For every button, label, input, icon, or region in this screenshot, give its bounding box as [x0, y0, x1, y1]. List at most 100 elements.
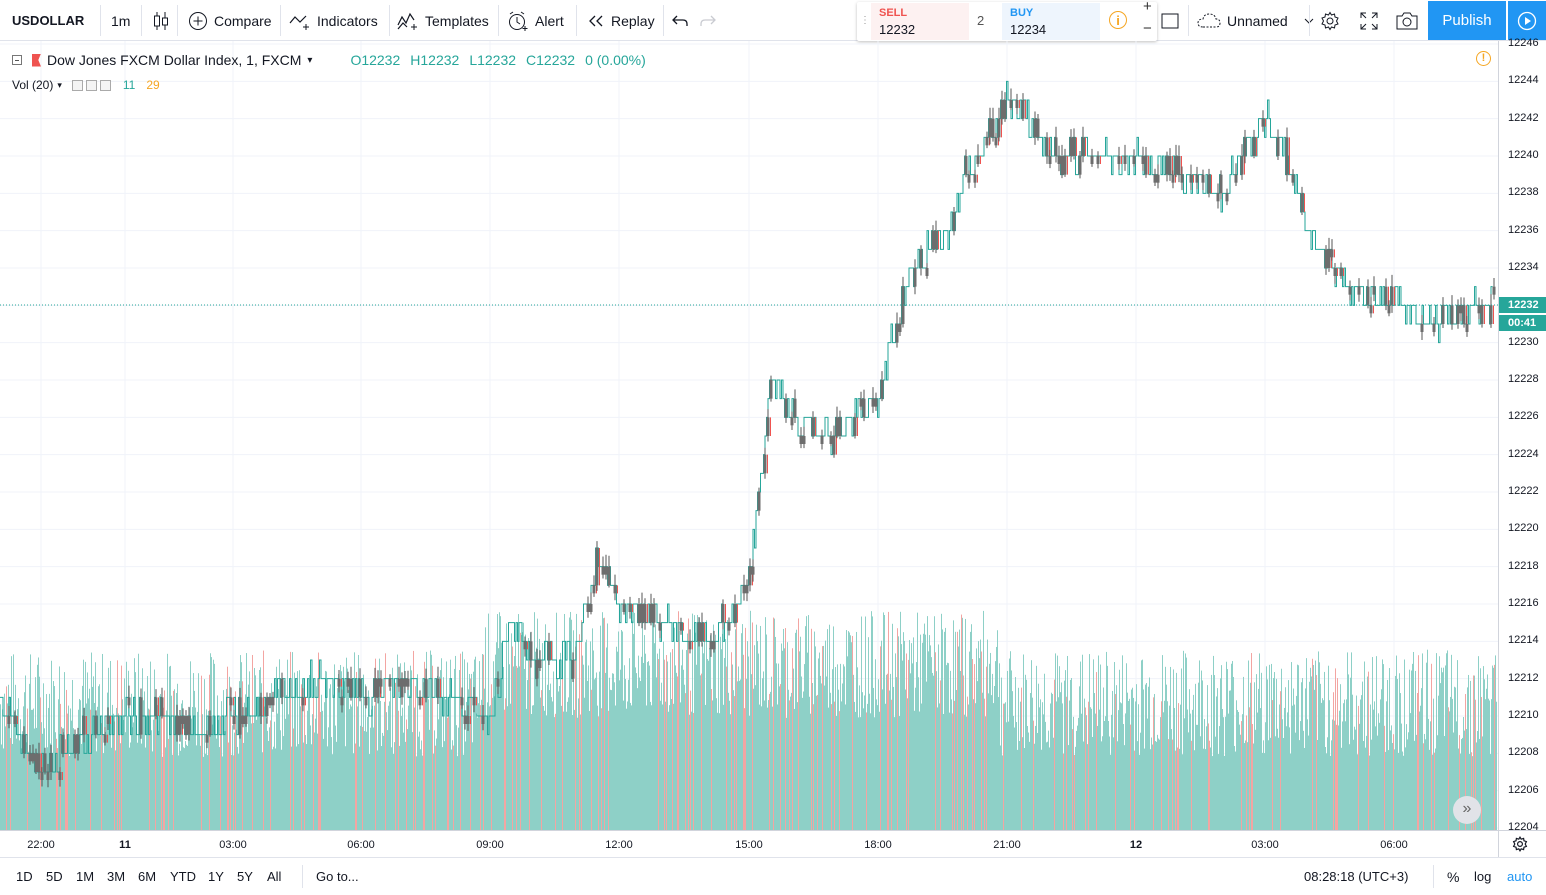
- collapse-legend-icon[interactable]: [12, 55, 22, 65]
- toolbar-divider: [1309, 5, 1310, 36]
- volume-bar: [1458, 748, 1459, 830]
- volume-bar: [316, 686, 317, 830]
- volume-bar: [203, 756, 204, 830]
- candle-body: [997, 118, 1001, 138]
- volume-bar: [994, 686, 995, 830]
- volume-bar: [1138, 704, 1139, 830]
- volume-bar: [92, 686, 93, 830]
- close-icon[interactable]: [99, 79, 111, 91]
- volume-bar: [925, 634, 926, 830]
- range-button-5d[interactable]: 5D: [46, 869, 63, 884]
- scroll-to-realtime-button[interactable]: »: [1453, 796, 1481, 824]
- publish-button[interactable]: Publish: [1428, 1, 1506, 40]
- interval-button[interactable]: 1m: [111, 12, 131, 29]
- info-icon[interactable]: i: [1109, 11, 1127, 29]
- chevron-down-icon[interactable]: ▾: [307, 54, 313, 66]
- volume-bar: [1426, 662, 1427, 830]
- price-scale-label: 12210: [1508, 709, 1539, 721]
- candle-body: [181, 716, 185, 724]
- volume-bar: [422, 755, 423, 830]
- volume-bar: [152, 751, 153, 830]
- volume-bar: [969, 651, 970, 830]
- replay-button[interactable]: Replay: [587, 0, 655, 41]
- volume-bar: [219, 747, 220, 830]
- auto-scale-button[interactable]: auto: [1507, 869, 1533, 884]
- volume-bar: [201, 675, 202, 830]
- volume-bar: [1329, 700, 1330, 830]
- zoom-out-icon[interactable]: −: [1143, 19, 1152, 37]
- gear-icon[interactable]: [85, 79, 97, 91]
- volume-bar: [620, 669, 621, 830]
- play-button[interactable]: [1508, 1, 1546, 40]
- chart-settings-button[interactable]: [1320, 0, 1340, 41]
- drag-handle-icon[interactable]: ⋮⋮: [860, 15, 878, 26]
- indicators-button[interactable]: Indicators: [289, 0, 378, 41]
- candle-body: [1432, 324, 1436, 332]
- volume-bar: [1361, 695, 1362, 830]
- volume-bar: [212, 724, 213, 830]
- range-button-all[interactable]: All: [267, 869, 282, 884]
- chevron-down-icon[interactable]: ▾: [57, 79, 62, 90]
- volume-bar: [28, 751, 29, 830]
- snapshot-button[interactable]: [1396, 0, 1418, 41]
- range-button-5y[interactable]: 5Y: [237, 869, 253, 884]
- volume-bar: [410, 665, 411, 830]
- save-layout-button[interactable]: Unnamed: [1197, 0, 1314, 41]
- percent-scale-button[interactable]: %: [1447, 868, 1460, 885]
- fullscreen-button[interactable]: [1360, 0, 1378, 41]
- volume-bar: [1253, 743, 1254, 830]
- volume-bar: [176, 692, 177, 830]
- range-button-6m[interactable]: 6M: [138, 869, 157, 884]
- symbol-title[interactable]: Dow Jones FXCM Dollar Index, 1, FXCM: [47, 52, 302, 68]
- range-button-3m[interactable]: 3M: [107, 869, 126, 884]
- volume-bar: [719, 713, 720, 830]
- volume-bar: [741, 633, 742, 830]
- sell-button[interactable]: SELL 12232: [871, 3, 969, 40]
- range-button-1y[interactable]: 1Y: [208, 869, 224, 884]
- undo-button[interactable]: [672, 0, 688, 41]
- clock-timezone[interactable]: 08:28:18 (UTC+3): [1304, 869, 1409, 884]
- price-scale-label: 12214: [1508, 634, 1539, 647]
- volume-bar: [320, 711, 321, 830]
- volume-bar: [974, 664, 975, 830]
- range-button-1d[interactable]: 1D: [16, 869, 33, 884]
- replay-label: Replay: [611, 12, 655, 29]
- go-to-date-button[interactable]: Go to...: [316, 869, 359, 884]
- zoom-in-icon[interactable]: +: [1143, 0, 1152, 15]
- symbol-search-button[interactable]: USDOLLAR: [12, 13, 85, 28]
- chart-type-button[interactable]: [152, 0, 170, 41]
- redo-button[interactable]: [700, 0, 716, 41]
- volume-bar: [282, 688, 283, 830]
- volume-bar: [288, 714, 289, 830]
- volume-bar: [1479, 738, 1480, 830]
- volume-bar: [675, 665, 676, 830]
- candle-body: [649, 604, 653, 623]
- volume-bar: [1114, 662, 1115, 830]
- candle-body: [28, 753, 32, 762]
- compare-button[interactable]: Compare: [188, 0, 272, 41]
- log-scale-button[interactable]: log: [1474, 869, 1492, 884]
- candle-body: [613, 585, 617, 594]
- time-scale-settings-button[interactable]: [1512, 836, 1528, 857]
- range-button-1m[interactable]: 1M: [76, 869, 95, 884]
- buy-button[interactable]: BUY 12234: [1002, 3, 1100, 40]
- volume-bar: [647, 662, 648, 830]
- range-button-ytd[interactable]: YTD: [170, 869, 196, 884]
- volume-bar: [651, 705, 652, 830]
- flag-icon[interactable]: [32, 53, 41, 67]
- templates-button[interactable]: Templates: [397, 0, 489, 41]
- volume-bar: [9, 696, 10, 830]
- volume-bar: [1345, 721, 1346, 830]
- alert-button[interactable]: Alert: [507, 0, 564, 41]
- volume-bar: [1383, 664, 1384, 830]
- eye-icon[interactable]: [71, 79, 83, 91]
- volume-bar: [1195, 683, 1196, 830]
- layout-button[interactable]: [1161, 0, 1179, 41]
- volume-label[interactable]: Vol (20): [12, 78, 54, 92]
- volume-bar: [989, 663, 990, 830]
- volume-bar: [1135, 701, 1136, 830]
- volume-bar: [1209, 740, 1210, 830]
- warning-icon[interactable]: !: [1476, 51, 1491, 66]
- volume-bar: [859, 685, 860, 830]
